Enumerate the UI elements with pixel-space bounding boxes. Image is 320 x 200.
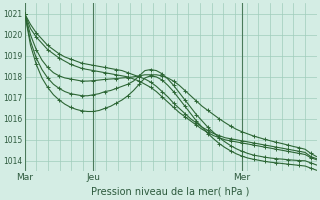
X-axis label: Pression niveau de la mer( hPa ): Pression niveau de la mer( hPa )	[92, 187, 250, 197]
